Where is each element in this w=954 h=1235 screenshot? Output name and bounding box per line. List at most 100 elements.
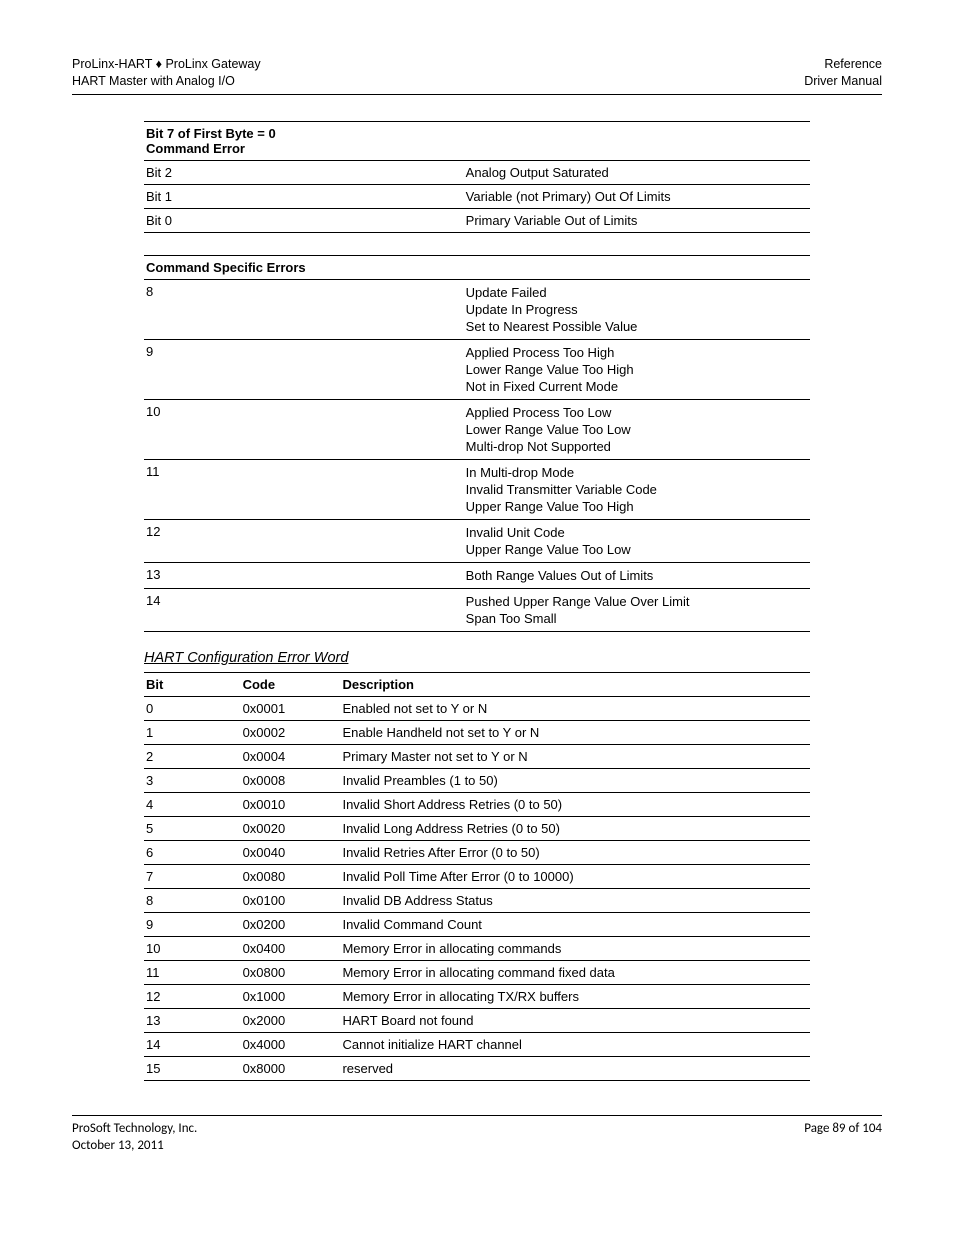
cell-desc: Invalid Short Address Retries (0 to 50)	[340, 792, 810, 816]
desc-line: Upper Range Value Too Low	[466, 541, 808, 558]
col-code: Code	[241, 672, 341, 696]
header-rule	[72, 94, 882, 95]
cell-code: 9	[144, 339, 464, 399]
desc-line: Span Too Small	[466, 610, 808, 627]
header-left: ProLinx-HART ♦ ProLinx Gateway HART Mast…	[72, 56, 261, 90]
cell-desc: HART Board not found	[340, 1008, 810, 1032]
cell-bit: 13	[144, 1008, 241, 1032]
desc-line: Pushed Upper Range Value Over Limit	[466, 593, 808, 610]
cell-code: 0x0008	[241, 768, 341, 792]
cell-code: 0x0800	[241, 960, 341, 984]
footer-right: Page 89 of 104	[804, 1120, 882, 1155]
cell-desc: Analog Output Saturated	[464, 160, 810, 184]
caption-line1: Bit 7 of First Byte = 0	[146, 126, 808, 141]
cell-code: 12	[144, 519, 464, 562]
spacer	[144, 233, 810, 255]
desc-line: Applied Process Too Low	[466, 404, 808, 421]
cell-bit: 9	[144, 912, 241, 936]
table-row: Bit 0Primary Variable Out of Limits	[144, 208, 810, 232]
table-row: 00x0001Enabled not set to Y or N	[144, 696, 810, 720]
page-header: ProLinx-HART ♦ ProLinx Gateway HART Mast…	[72, 56, 882, 90]
cell-desc: Update FailedUpdate In ProgressSet to Ne…	[464, 279, 810, 339]
footer-left-line1: ProSoft Technology, Inc.	[72, 1120, 197, 1138]
cell-desc: Primary Master not set to Y or N	[340, 744, 810, 768]
desc-line: Set to Nearest Possible Value	[466, 318, 808, 335]
cell-desc: Primary Variable Out of Limits	[464, 208, 810, 232]
desc-line: Not in Fixed Current Mode	[466, 378, 808, 395]
table-row: 8Update FailedUpdate In ProgressSet to N…	[144, 279, 810, 339]
table-row: 90x0200Invalid Command Count	[144, 912, 810, 936]
table-row: 9Applied Process Too HighLower Range Val…	[144, 339, 810, 399]
cell-code: 0x0080	[241, 864, 341, 888]
cell-desc: Enabled not set to Y or N	[340, 696, 810, 720]
desc-line: Update In Progress	[466, 301, 808, 318]
cell-desc: Invalid Retries After Error (0 to 50)	[340, 840, 810, 864]
table-row: 70x0080Invalid Poll Time After Error (0 …	[144, 864, 810, 888]
cell-desc: Invalid Unit CodeUpper Range Value Too L…	[464, 519, 810, 562]
cell-code: 0x0400	[241, 936, 341, 960]
cell-code: 0x0004	[241, 744, 341, 768]
cell-bit: 6	[144, 840, 241, 864]
cell-code: 0x1000	[241, 984, 341, 1008]
cell-code: 0x0040	[241, 840, 341, 864]
cell-code: 0x0010	[241, 792, 341, 816]
header-left-line2: HART Master with Analog I/O	[72, 73, 261, 90]
cell-desc: Invalid Preambles (1 to 50)	[340, 768, 810, 792]
cell-code: 8	[144, 279, 464, 339]
table-row: 100x0400Memory Error in allocating comma…	[144, 936, 810, 960]
table-row: 110x0800Memory Error in allocating comma…	[144, 960, 810, 984]
cell-desc: Memory Error in allocating TX/RX buffers	[340, 984, 810, 1008]
footer-left-line2: October 13, 2011	[72, 1137, 197, 1155]
cell-desc: reserved	[340, 1056, 810, 1080]
table-row: 10x0002Enable Handheld not set to Y or N	[144, 720, 810, 744]
cell-bit: Bit 0	[144, 208, 464, 232]
cell-bit: Bit 2	[144, 160, 464, 184]
table-row: 60x0040Invalid Retries After Error (0 to…	[144, 840, 810, 864]
footer-left: ProSoft Technology, Inc. October 13, 201…	[72, 1120, 197, 1155]
table-row: 130x2000HART Board not found	[144, 1008, 810, 1032]
header-right-line2: Driver Manual	[804, 73, 882, 90]
command-error-caption: Bit 7 of First Byte = 0 Command Error	[144, 121, 810, 160]
desc-line: Multi-drop Not Supported	[466, 438, 808, 455]
page-footer: ProSoft Technology, Inc. October 13, 201…	[72, 1120, 882, 1155]
cell-desc: In Multi-drop ModeInvalid Transmitter Va…	[464, 459, 810, 519]
table-row: 13Both Range Values Out of Limits	[144, 562, 810, 588]
header-right: Reference Driver Manual	[804, 56, 882, 90]
cell-desc: Cannot initialize HART channel	[340, 1032, 810, 1056]
cell-bit: 10	[144, 936, 241, 960]
cell-code: 0x8000	[241, 1056, 341, 1080]
table-row: 30x0008Invalid Preambles (1 to 50)	[144, 768, 810, 792]
cell-bit: 2	[144, 744, 241, 768]
cell-bit: 11	[144, 960, 241, 984]
table-row: 20x0004Primary Master not set to Y or N	[144, 744, 810, 768]
cell-desc: Memory Error in allocating commands	[340, 936, 810, 960]
footer-right-line1: Page 89 of 104	[804, 1120, 882, 1138]
cell-code: 0x0020	[241, 816, 341, 840]
desc-line: Invalid Unit Code	[466, 524, 808, 541]
cell-code: 0x4000	[241, 1032, 341, 1056]
desc-line: Upper Range Value Too High	[466, 498, 808, 515]
desc-line: Applied Process Too High	[466, 344, 808, 361]
table-row: 14Pushed Upper Range Value Over LimitSpa…	[144, 588, 810, 631]
cell-code: 0x0100	[241, 888, 341, 912]
table-row: Bit 1Variable (not Primary) Out Of Limit…	[144, 184, 810, 208]
table-row: 150x8000reserved	[144, 1056, 810, 1080]
desc-line: Update Failed	[466, 284, 808, 301]
table-row: 140x4000Cannot initialize HART channel	[144, 1032, 810, 1056]
desc-line: Lower Range Value Too Low	[466, 421, 808, 438]
command-error-table: Bit 7 of First Byte = 0 Command Error Bi…	[144, 121, 810, 233]
col-desc: Description	[340, 672, 810, 696]
desc-line: In Multi-drop Mode	[466, 464, 808, 481]
cell-bit: 1	[144, 720, 241, 744]
table-row: 120x1000Memory Error in allocating TX/RX…	[144, 984, 810, 1008]
cell-code: 11	[144, 459, 464, 519]
cell-code: 0x0001	[241, 696, 341, 720]
cell-desc: Both Range Values Out of Limits	[464, 562, 810, 588]
cell-bit: 0	[144, 696, 241, 720]
cell-desc: Applied Process Too LowLower Range Value…	[464, 399, 810, 459]
cell-bit: 4	[144, 792, 241, 816]
cell-desc: Invalid Long Address Retries (0 to 50)	[340, 816, 810, 840]
cell-code: 0x2000	[241, 1008, 341, 1032]
cell-bit: 5	[144, 816, 241, 840]
table-row: 40x0010Invalid Short Address Retries (0 …	[144, 792, 810, 816]
